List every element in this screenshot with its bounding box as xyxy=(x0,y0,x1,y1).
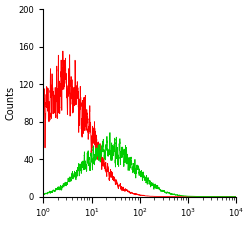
Y-axis label: Counts: Counts xyxy=(6,86,16,120)
